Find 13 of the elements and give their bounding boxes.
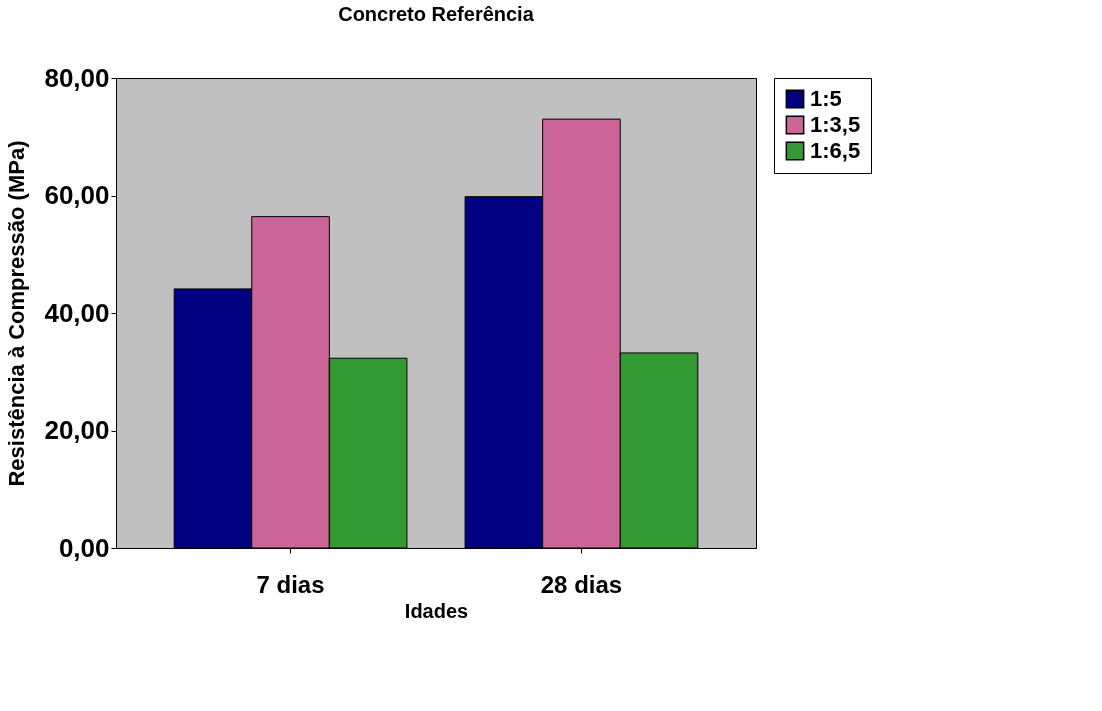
y-tick-label: 60,00 [44, 180, 110, 210]
x-tick-label: 28 dias [540, 570, 623, 598]
legend-label: 1:6,5 [810, 138, 861, 163]
y-axis-title: Resistência à Compressão (MPa) [4, 140, 30, 487]
y-tick-label: 0,00 [58, 532, 110, 563]
y-tick-label: 20,00 [44, 415, 110, 445]
y-tick-label: 80,00 [44, 62, 110, 93]
chart-title: Concreto Referência [338, 3, 535, 25]
legend-label: 1:3,5 [810, 112, 861, 137]
y-tick-label: 40,00 [44, 297, 110, 328]
x-tick-label: 7 dias [256, 570, 325, 598]
legend-label: 1:5 [810, 86, 842, 111]
x-axis-title: Idades [404, 599, 469, 622]
